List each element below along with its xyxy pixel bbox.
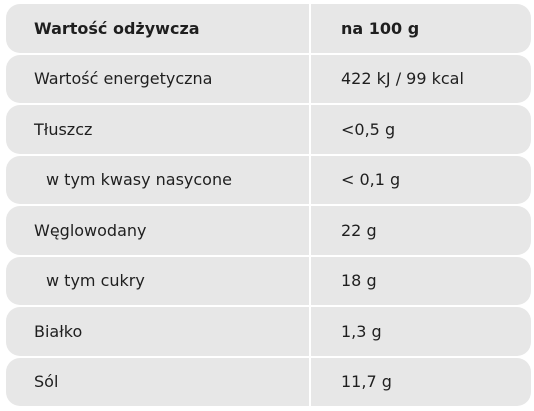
table-row-energy: Wartość energetyczna 422 kJ / 99 kcal: [6, 54, 531, 103]
table-row-protein: Białko 1,3 g: [6, 307, 531, 356]
row-label: Tłuszcz: [6, 105, 311, 154]
row-label: w tym cukry: [6, 256, 311, 305]
nutrition-table: Wartość odżywcza na 100 g Wartość energe…: [6, 4, 531, 406]
row-value: <0,5 g: [311, 105, 531, 154]
table-row-fat: Tłuszcz <0,5 g: [6, 105, 531, 154]
table-row-carbohydrates: Węglowodany 22 g: [6, 206, 531, 255]
header-value-cell: na 100 g: [311, 4, 531, 53]
table-row-sugars: w tym cukry 18 g: [6, 256, 531, 305]
row-label: Węglowodany: [6, 206, 311, 255]
row-value: 1,3 g: [311, 307, 531, 356]
row-value: 11,7 g: [311, 357, 531, 406]
row-value: 422 kJ / 99 kcal: [311, 54, 531, 103]
header-label-cell: Wartość odżywcza: [6, 4, 311, 53]
row-label: w tym kwasy nasycone: [6, 155, 311, 204]
row-value: 18 g: [311, 256, 531, 305]
row-value: 22 g: [311, 206, 531, 255]
row-label: Białko: [6, 307, 311, 356]
nutrition-table-header: Wartość odżywcza na 100 g: [6, 4, 531, 53]
row-label: Sól: [6, 357, 311, 406]
row-label: Wartość energetyczna: [6, 54, 311, 103]
table-row-salt: Sól 11,7 g: [6, 357, 531, 406]
table-row-saturated-fat: w tym kwasy nasycone < 0,1 g: [6, 155, 531, 204]
row-value: < 0,1 g: [311, 155, 531, 204]
